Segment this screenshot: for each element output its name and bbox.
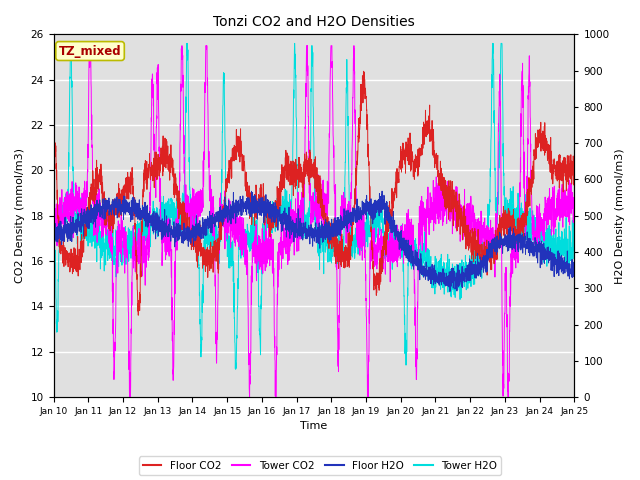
Y-axis label: H2O Density (mmol/m3): H2O Density (mmol/m3)	[615, 148, 625, 284]
Y-axis label: CO2 Density (mmol/m3): CO2 Density (mmol/m3)	[15, 148, 25, 283]
Text: TZ_mixed: TZ_mixed	[59, 45, 122, 58]
X-axis label: Time: Time	[300, 421, 328, 432]
Legend: Floor CO2, Tower CO2, Floor H2O, Tower H2O: Floor CO2, Tower CO2, Floor H2O, Tower H…	[138, 456, 502, 475]
Title: Tonzi CO2 and H2O Densities: Tonzi CO2 and H2O Densities	[213, 15, 415, 29]
